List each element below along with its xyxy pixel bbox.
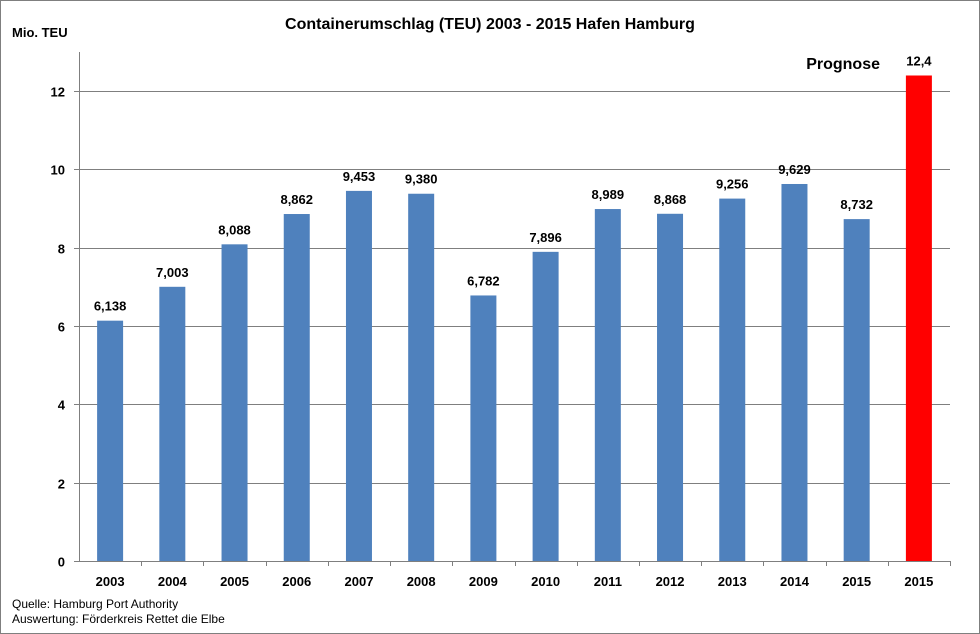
x-tick-label: 2013 — [718, 574, 747, 589]
data-label: 8,868 — [654, 192, 687, 207]
x-tick-label: 2006 — [282, 574, 311, 589]
data-labels: 6,138 7,003 8,088 8,862 9,453 9,380 6,782 7,896… — [94, 53, 932, 313]
bar — [843, 219, 870, 561]
bar — [532, 251, 559, 561]
bar — [781, 183, 808, 561]
y-tick-label: 6 — [58, 320, 65, 335]
data-label: 8,989 — [592, 187, 625, 202]
data-label: 7,003 — [156, 265, 189, 280]
data-label: 8,732 — [840, 197, 873, 212]
y-axis-label: Mio. TEU — [12, 25, 68, 40]
y-tick-label: 0 — [58, 555, 65, 570]
bar — [97, 320, 124, 561]
x-tick-label: 2007 — [345, 574, 374, 589]
y-tick-label: 4 — [58, 398, 66, 413]
y-tick-label: 12 — [51, 85, 65, 100]
data-label: 9,453 — [343, 169, 376, 184]
bar — [408, 193, 435, 561]
x-tick-label: 2012 — [656, 574, 685, 589]
x-tick-label: 2005 — [220, 574, 249, 589]
x-tick-label: 2009 — [469, 574, 498, 589]
x-tick-label: 2015 — [904, 574, 933, 589]
data-label: 9,380 — [405, 172, 438, 187]
data-label: 8,088 — [218, 222, 251, 237]
data-label: 12,4 — [906, 53, 932, 68]
x-tick-label: 2015 — [842, 574, 871, 589]
bar — [221, 244, 248, 562]
bar — [345, 190, 372, 561]
x-tick-label: 2003 — [96, 574, 125, 589]
bar — [470, 295, 497, 561]
bar — [905, 75, 932, 561]
source-line-2: Auswertung: Förderkreis Rettet die Elbe — [12, 612, 225, 626]
bars — [97, 75, 932, 562]
bar — [594, 209, 621, 561]
data-label: 9,256 — [716, 177, 749, 192]
data-label: 6,782 — [467, 273, 500, 288]
bar — [719, 198, 746, 562]
bar — [159, 286, 186, 561]
x-tick-label: 2004 — [158, 574, 188, 589]
x-tick-label: 2014 — [780, 574, 810, 589]
prognose-annotation: Prognose — [806, 56, 880, 73]
data-label: 8,862 — [280, 192, 313, 207]
x-tick-label: 2008 — [407, 574, 436, 589]
data-label: 9,629 — [778, 162, 811, 177]
x-tick-label: 2010 — [531, 574, 560, 589]
x-tick-label: 2011 — [594, 574, 622, 589]
y-tick-label: 10 — [51, 163, 65, 178]
bar — [283, 214, 310, 561]
gridlines — [79, 52, 950, 562]
y-tick-label: 2 — [58, 477, 65, 492]
y-axis-ticks: 0 2 4 6 8 10 12 — [51, 85, 79, 570]
data-label: 6,138 — [94, 299, 127, 314]
bar — [657, 213, 684, 561]
chart-title: Containerumschlag (TEU) 2003 - 2015 Hafe… — [285, 16, 695, 33]
y-tick-label: 8 — [58, 242, 65, 257]
source-line-1: Quelle: Hamburg Port Authority — [12, 597, 178, 611]
x-axis-ticks: 2003 2004 2005 2006 2007 2008 2009 2010 2011 2012… — [96, 561, 951, 589]
data-label: 7,896 — [529, 230, 562, 245]
